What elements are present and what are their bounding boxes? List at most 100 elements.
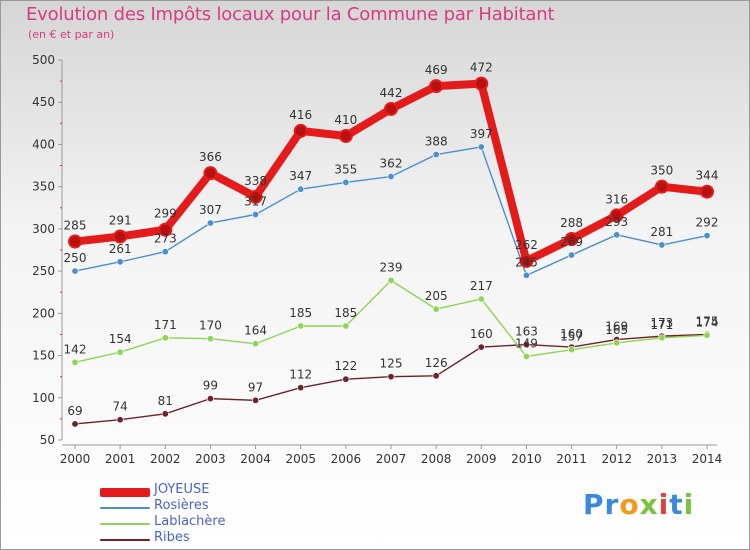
data-label: 366 xyxy=(199,150,222,164)
data-point xyxy=(252,396,260,404)
data-label: 291 xyxy=(109,213,132,227)
data-label: 81 xyxy=(158,394,173,408)
data-point xyxy=(71,358,79,366)
legend-label: Lablachère xyxy=(154,514,226,529)
data-label: 469 xyxy=(425,63,448,77)
x-tick-label: 2000 xyxy=(60,452,91,466)
data-point xyxy=(429,79,444,94)
x-tick-label: 2012 xyxy=(601,452,632,466)
y-tick-label: 500 xyxy=(32,53,55,67)
data-label: 122 xyxy=(334,359,357,373)
data-label: 261 xyxy=(109,242,132,256)
data-point xyxy=(252,340,260,348)
y-tick-label: 350 xyxy=(32,180,55,194)
data-label: 173 xyxy=(650,316,673,330)
data-label: 174 xyxy=(696,315,719,329)
data-point xyxy=(206,395,214,403)
data-point xyxy=(568,251,576,259)
y-tick-label: 300 xyxy=(32,222,55,236)
data-point xyxy=(432,372,440,380)
data-label: 157 xyxy=(560,330,583,344)
data-point xyxy=(71,267,79,275)
data-label: 416 xyxy=(289,108,312,122)
data-label: 165 xyxy=(605,323,628,337)
data-label: 170 xyxy=(199,319,222,333)
proxiti-logo: Proxiti xyxy=(583,488,695,521)
data-label: 307 xyxy=(199,203,222,217)
data-label: 285 xyxy=(64,219,87,233)
data-label: 142 xyxy=(64,342,87,356)
data-point xyxy=(342,178,350,186)
data-point xyxy=(206,335,214,343)
data-label: 269 xyxy=(560,235,583,249)
legend-swatch xyxy=(100,539,150,541)
data-label: 149 xyxy=(515,336,538,350)
data-label: 164 xyxy=(244,324,267,338)
data-label: 205 xyxy=(425,289,448,303)
x-tick-label: 2001 xyxy=(105,452,136,466)
data-point xyxy=(609,208,624,223)
data-label: 160 xyxy=(560,327,583,341)
legend-swatch xyxy=(100,507,150,509)
data-label: 154 xyxy=(109,332,132,346)
data-point xyxy=(342,322,350,330)
data-point xyxy=(522,341,530,349)
data-label: 316 xyxy=(605,192,628,206)
legend-item: Ribes xyxy=(100,530,300,548)
chart-subtitle: (en € et par an) xyxy=(28,28,115,41)
data-point xyxy=(161,334,169,342)
x-tick-label: 2008 xyxy=(421,452,452,466)
x-tick-label: 2010 xyxy=(511,452,542,466)
data-label: 410 xyxy=(334,113,357,127)
data-point xyxy=(432,151,440,159)
data-point xyxy=(158,222,173,237)
data-point xyxy=(338,129,353,143)
data-point xyxy=(297,384,305,392)
data-point xyxy=(297,185,305,193)
data-point xyxy=(700,184,714,199)
legend-label: Ribes xyxy=(154,530,190,545)
data-label: 355 xyxy=(334,162,357,176)
data-point xyxy=(564,232,579,247)
data-label: 250 xyxy=(64,251,87,265)
data-label: 245 xyxy=(515,255,538,269)
data-point xyxy=(68,234,82,249)
data-point xyxy=(116,416,124,424)
x-tick-label: 2009 xyxy=(466,452,497,466)
x-tick-label: 2004 xyxy=(240,452,271,466)
data-point xyxy=(703,331,711,339)
data-point xyxy=(297,322,305,330)
data-label: 299 xyxy=(154,207,177,221)
data-label: 288 xyxy=(560,216,583,230)
data-label: 388 xyxy=(425,135,448,149)
data-point xyxy=(522,352,530,360)
data-label: 397 xyxy=(470,127,493,141)
y-tick-label: 200 xyxy=(32,306,55,320)
data-point xyxy=(206,219,214,227)
data-label: 126 xyxy=(425,356,448,370)
x-tick-label: 2007 xyxy=(376,452,407,466)
data-label: 344 xyxy=(696,169,719,183)
y-tick-label: 150 xyxy=(32,349,55,363)
y-tick-label: 100 xyxy=(32,391,55,405)
data-label: 293 xyxy=(605,215,628,229)
data-point xyxy=(387,373,395,381)
x-tick-label: 2002 xyxy=(150,452,181,466)
data-point xyxy=(613,339,621,347)
data-label: 442 xyxy=(380,86,403,100)
data-point xyxy=(384,101,398,116)
data-label: 171 xyxy=(650,318,673,332)
data-point xyxy=(522,271,530,279)
data-point xyxy=(116,258,124,266)
x-tick-label: 2005 xyxy=(285,452,316,466)
data-point xyxy=(519,253,534,268)
data-point xyxy=(654,179,669,194)
data-point xyxy=(613,231,621,239)
chart-title: Evolution des Impôts locaux pour la Comm… xyxy=(26,4,555,25)
y-tick-label: 400 xyxy=(32,137,55,151)
data-label: 125 xyxy=(380,357,403,371)
data-label: 97 xyxy=(248,380,263,394)
x-tick-label: 2011 xyxy=(556,452,587,466)
data-label: 163 xyxy=(515,325,538,339)
data-label: 74 xyxy=(113,400,128,414)
